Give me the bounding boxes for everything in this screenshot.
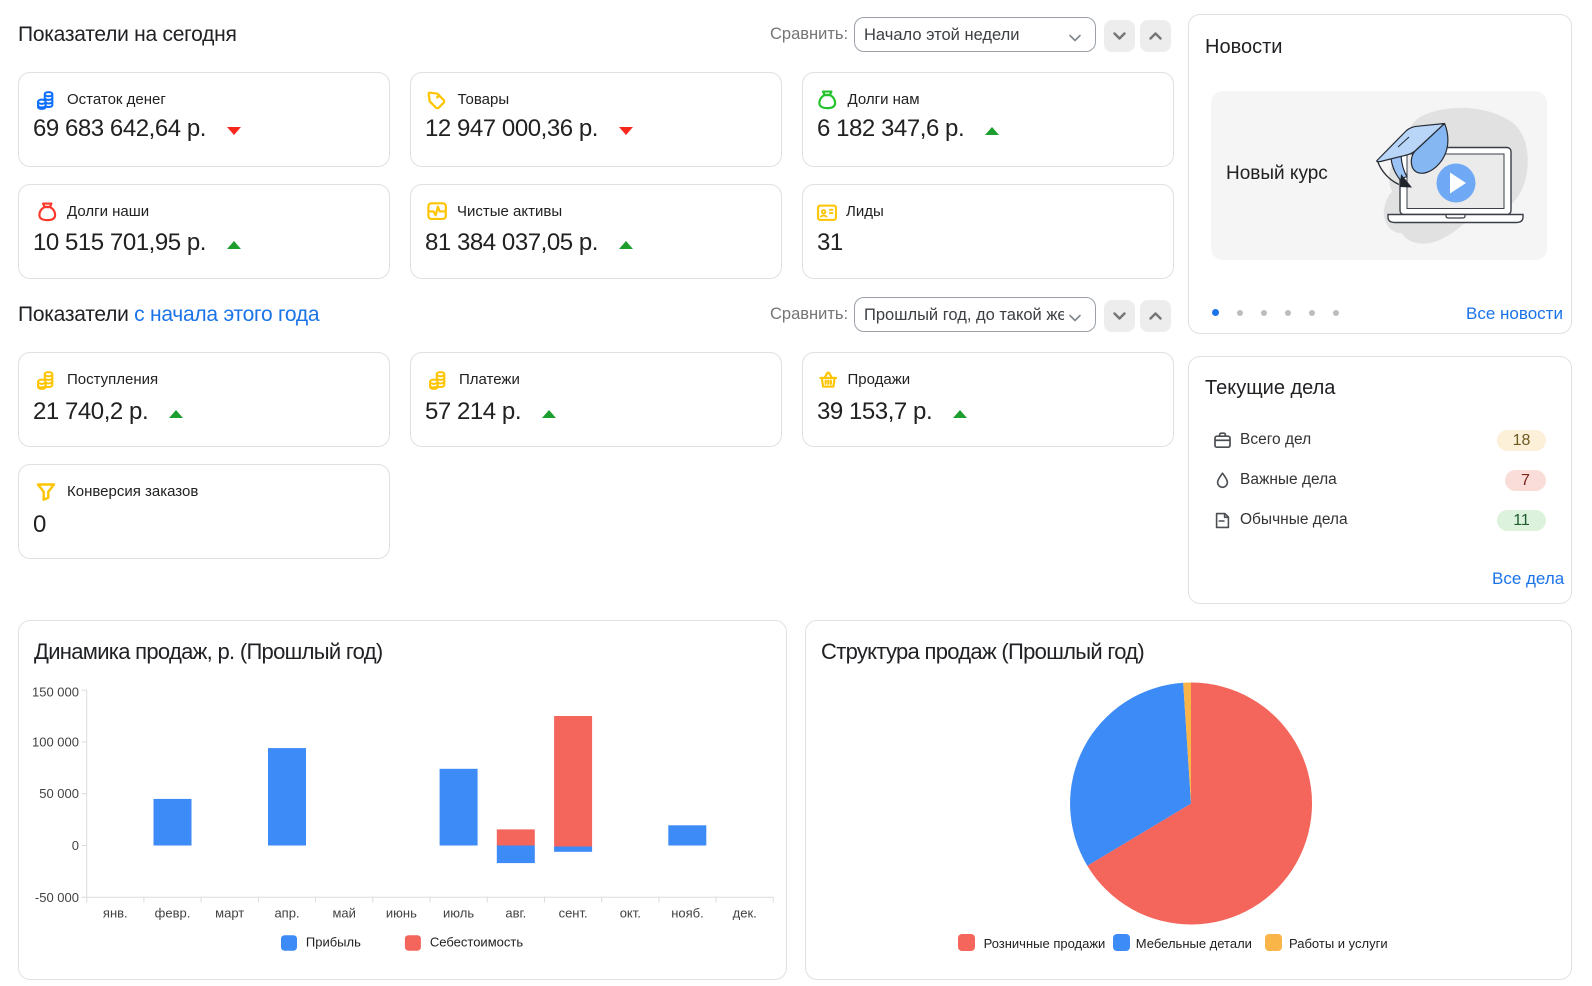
svg-text:100 000: 100 000: [32, 734, 79, 749]
svg-text:Работы и услуги: Работы и услуги: [1289, 936, 1388, 951]
svg-text:50 000: 50 000: [39, 786, 79, 801]
svg-text:сент.: сент.: [559, 906, 588, 921]
svg-text:-50 000: -50 000: [35, 890, 79, 905]
svg-text:дек.: дек.: [733, 906, 757, 921]
svg-text:нояб.: нояб.: [671, 906, 704, 921]
svg-text:Розничные продажи: Розничные продажи: [984, 936, 1106, 951]
svg-text:150 000: 150 000: [32, 684, 79, 699]
svg-text:май: май: [332, 906, 355, 921]
svg-text:янв.: янв.: [103, 906, 128, 921]
svg-text:Себестоимость: Себестоимость: [430, 935, 523, 950]
svg-text:Мебельные детали: Мебельные детали: [1136, 936, 1252, 951]
svg-text:0: 0: [72, 838, 79, 853]
svg-text:апр.: апр.: [274, 906, 299, 921]
svg-text:авг.: авг.: [505, 906, 526, 921]
svg-text:окт.: окт.: [620, 906, 641, 921]
svg-text:июнь: июнь: [386, 906, 417, 921]
svg-text:Прибыль: Прибыль: [306, 935, 361, 950]
svg-text:июль: июль: [443, 906, 474, 921]
svg-text:февр.: февр.: [155, 906, 191, 921]
svg-text:март: март: [215, 906, 244, 921]
